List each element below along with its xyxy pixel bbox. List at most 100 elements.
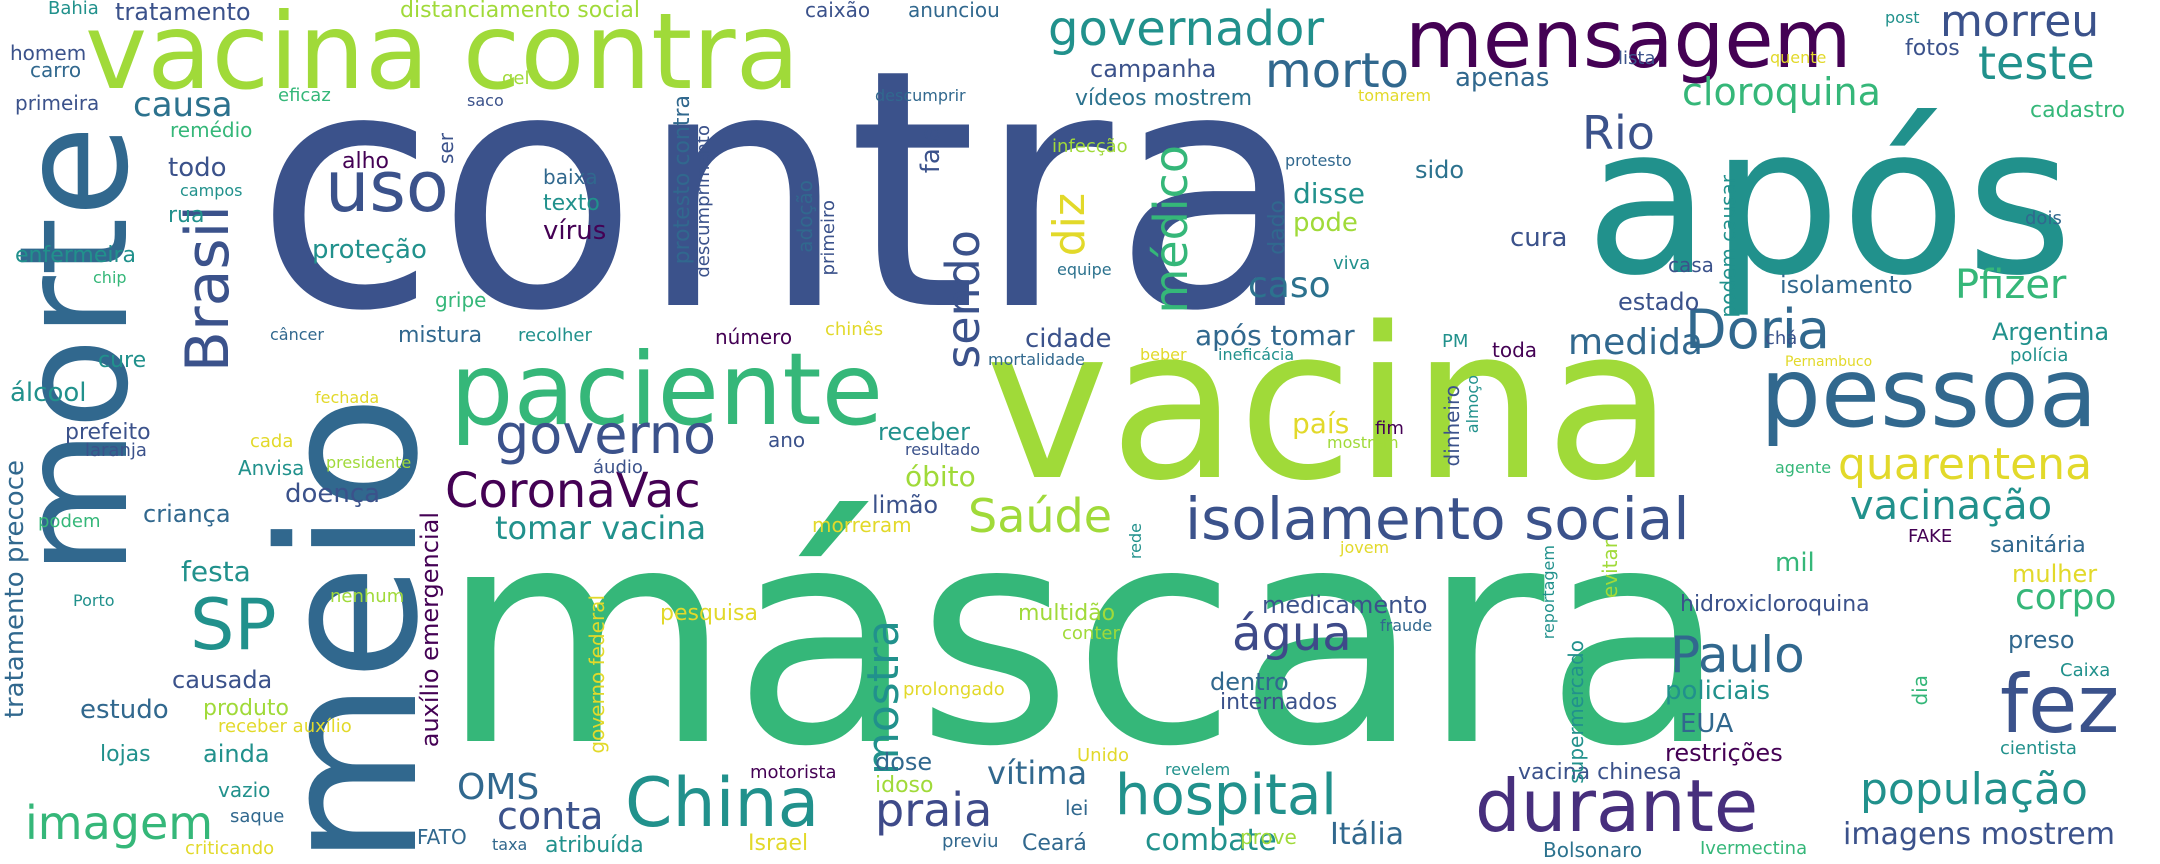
word-numero: número (715, 325, 793, 349)
word-estado: estado (1618, 288, 1700, 316)
word-cha: chá (1765, 328, 1798, 349)
word-quarentena: quarentena (1838, 439, 2093, 490)
word-gel: gel (502, 68, 530, 89)
word-ivermectina: Ivermectina (1700, 838, 1808, 859)
word-coronavac: CoronaVac (445, 463, 701, 519)
word-causada: causada (172, 666, 273, 694)
word-sido: sido (1415, 156, 1465, 184)
word-previu: previu (942, 831, 999, 852)
word-fake: FAKE (1908, 526, 1953, 547)
word-evitar: evitar (1598, 540, 1622, 599)
word-conter: conter (1062, 623, 1120, 644)
word-descumprimento: descumprimento (693, 125, 714, 278)
word-cada: cada (250, 431, 294, 452)
word-viva: viva (1333, 253, 1371, 274)
word-resultado: resultado (905, 440, 981, 459)
word-taxa: taxa (492, 835, 528, 854)
word-reportagem: reportagem (1539, 545, 1558, 640)
word-restricoes: restrições (1665, 739, 1783, 767)
word-contra: contra (255, 0, 1315, 383)
word-cura: cura (1510, 223, 1568, 253)
word-toda: toda (1492, 338, 1538, 362)
word-caso: caso (1248, 265, 1331, 306)
word-sp: SP (190, 584, 277, 666)
word-dado: dado (1265, 200, 1290, 255)
word-casa: casa (1668, 253, 1714, 277)
word-morto: morto (1265, 43, 1410, 99)
word-receber-auxilio: receber auxílio (218, 716, 352, 737)
word-pesquisa: pesquisa (660, 601, 758, 626)
word-diz: diz (1044, 193, 1095, 257)
word-lista: lista (1618, 48, 1656, 69)
word-receber: receber (878, 418, 970, 446)
word-produto: produto (203, 696, 289, 721)
word-lei: lei (1065, 796, 1089, 820)
word-rua: rua (168, 203, 205, 228)
word-cancer: câncer (270, 325, 324, 344)
word-apos-tomar: após tomar (1195, 319, 1355, 352)
word-descumprir: descumprir (875, 86, 966, 105)
word-hidroxicloroquina: hidroxicloroquina (1680, 592, 1870, 617)
word-mil: mil (1775, 548, 1815, 578)
word-medida: medida (1568, 322, 1703, 363)
word-audio: áudio (593, 457, 643, 478)
word-anvisa: Anvisa (238, 456, 305, 480)
word-pm: PM (1442, 331, 1469, 352)
word-mostrem: mostrem (1327, 433, 1399, 452)
word-eficaz: eficaz (278, 85, 331, 106)
word-fala: fala (916, 125, 946, 174)
word-ano: ano (768, 428, 806, 452)
word-obito: óbito (905, 460, 976, 493)
word-pode: pode (1293, 208, 1358, 238)
word-anunciou: anunciou (908, 0, 1000, 22)
word-durante: durante (1475, 764, 1759, 848)
word-cidade: cidade (1025, 324, 1112, 354)
word-pessoa: pessoa (1760, 337, 2098, 449)
word-agua: água (1232, 606, 1352, 662)
word-vacina: vacina (985, 282, 1674, 527)
word-prove: prove (1240, 825, 1297, 849)
word-internados: internados (1220, 690, 1338, 715)
word-baixa: baixa (543, 165, 598, 189)
word-saco: saco (467, 91, 504, 110)
word-primeiro: primeiro (818, 200, 839, 276)
word-lojas: lojas (100, 742, 151, 767)
word-apos: após (1585, 83, 2073, 321)
word-tratamento-precoce: tratamento precoce (0, 460, 30, 719)
word-ineficacia: ineficácia (1218, 345, 1295, 364)
word-policiais: policiais (1665, 676, 1771, 706)
word-festa: festa (181, 555, 251, 588)
word-protesto: protesto (1285, 151, 1352, 170)
word-texto: texto (543, 191, 600, 216)
word-primeira: primeira (15, 91, 100, 115)
word-alho: alho (342, 149, 389, 174)
word-jovem: jovem (1340, 538, 1390, 557)
word-porto: Porto (73, 591, 115, 610)
word-laranja: laranja (85, 440, 147, 461)
word-vacina-contra: vacina contra (85, 0, 800, 113)
word-cure: cure (98, 348, 147, 373)
word-vitima: vítima (987, 754, 1088, 792)
word-tomar-vacina: tomar vacina (495, 509, 707, 547)
word-crianca: criança (143, 500, 231, 528)
word-fato: FATO (417, 825, 467, 849)
word-auxilio-emergencial: auxílio emergencial (416, 512, 444, 748)
word-mensagem: mensagem (1405, 0, 1852, 86)
word-saque: saque (230, 806, 285, 827)
word-vacinacao: vacinação (1850, 483, 2053, 529)
word-governador: governador (1048, 1, 1325, 57)
word-cloroquina: cloroquina (1682, 70, 1881, 114)
word-apenas: apenas (1455, 63, 1550, 93)
word-ainda: ainda (203, 740, 270, 768)
word-imagem: imagem (25, 796, 214, 850)
word-imagens-mostrem: imagens mostrem (1843, 817, 2115, 852)
word-morreu: morreu (1940, 0, 2100, 47)
word-fez: fez (2000, 658, 2120, 751)
word-campanha: campanha (1090, 55, 1217, 83)
word-tratamento: tratamento (115, 0, 251, 26)
word-combate: combate (1145, 823, 1277, 858)
word-paciente: paciente (450, 331, 884, 448)
word-revelem: revelem (1165, 760, 1231, 779)
word-preso: preso (2008, 626, 2075, 654)
word-teste: teste (1978, 36, 2095, 90)
